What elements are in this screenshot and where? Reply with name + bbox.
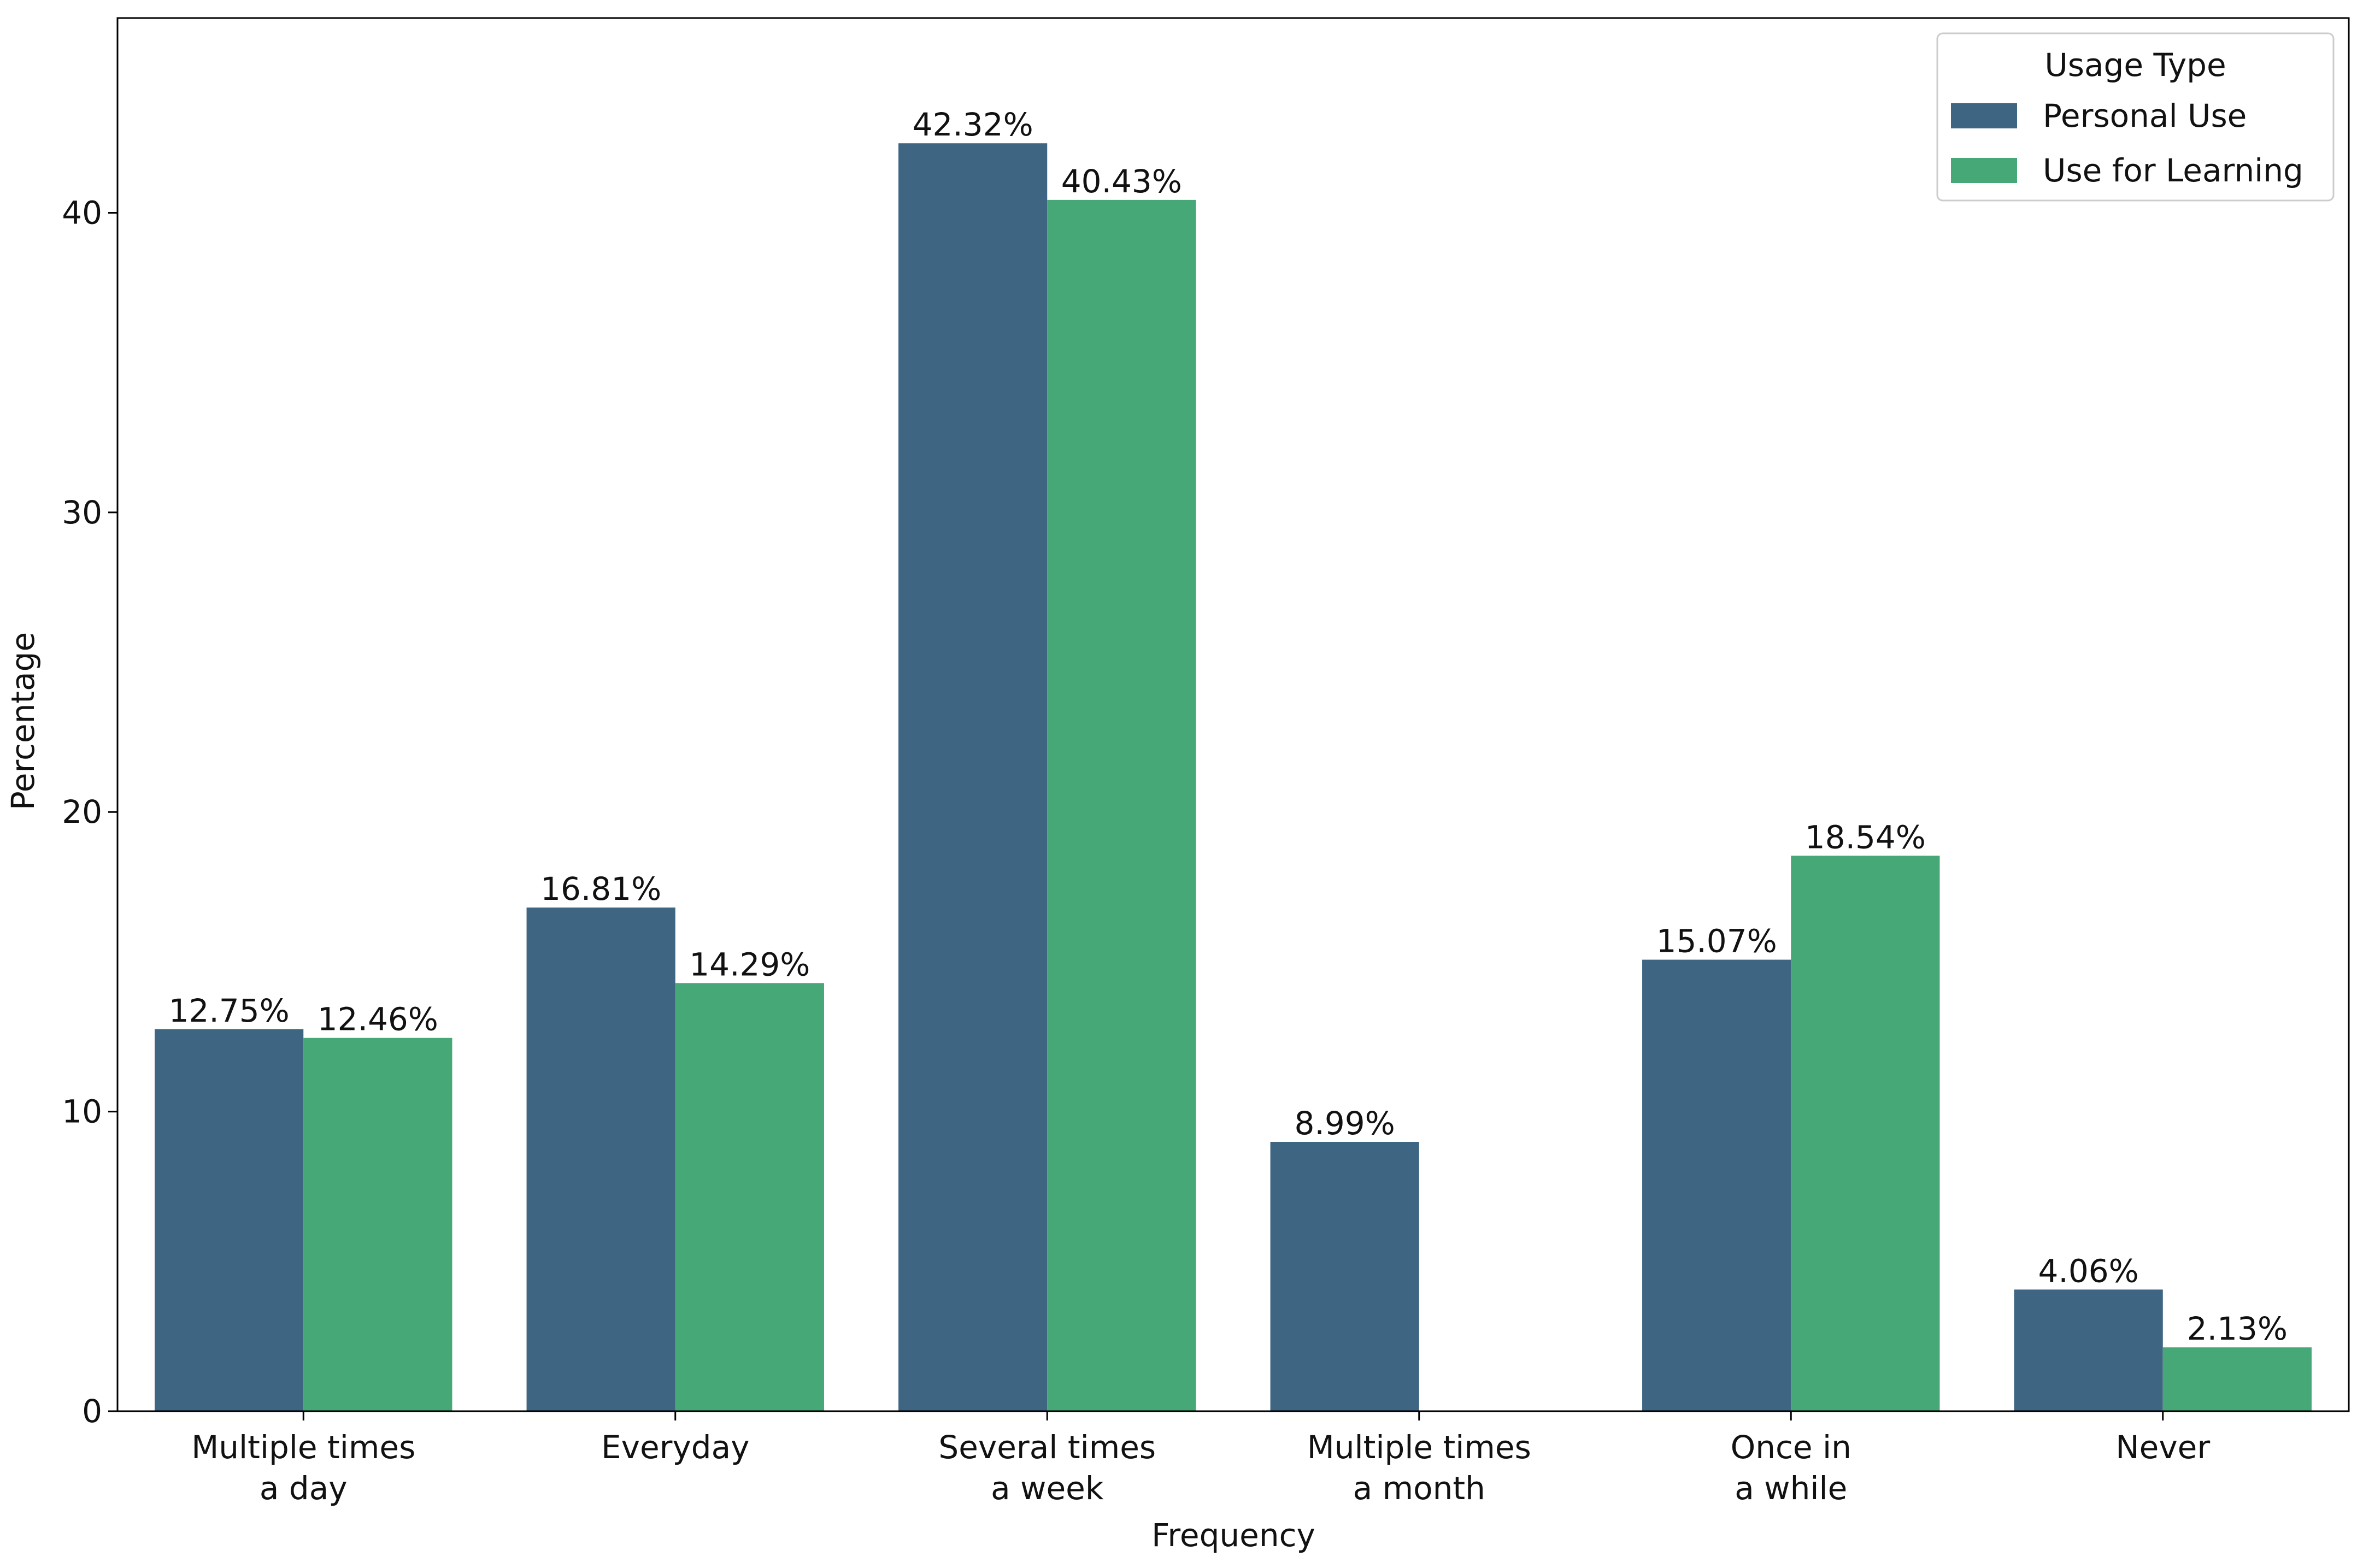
- bar: [1047, 199, 1196, 1411]
- y-tick-label: 30: [62, 494, 102, 531]
- x-tick-label: Once in: [1731, 1429, 1851, 1466]
- y-tick-label: 0: [82, 1393, 102, 1430]
- value-label: 15.07%: [1656, 923, 1777, 960]
- x-tick-label: Multiple times: [191, 1429, 415, 1466]
- x-tick-label: a day: [260, 1470, 348, 1507]
- bar: [1642, 959, 1791, 1411]
- legend-swatch: [1951, 103, 2017, 128]
- x-tick-label: Everyday: [601, 1429, 750, 1466]
- x-axis-label: Frequency: [1151, 1517, 1315, 1554]
- y-tick-label: 10: [62, 1093, 102, 1130]
- value-label: 42.32%: [913, 106, 1033, 143]
- bar: [1791, 856, 1940, 1411]
- bar: [2162, 1347, 2312, 1411]
- legend-label: Personal Use: [2043, 97, 2247, 134]
- value-label: 4.06%: [2038, 1252, 2139, 1289]
- legend-swatch: [1951, 158, 2017, 183]
- value-label: 16.81%: [540, 870, 661, 907]
- legend-label: Use for Learning: [2043, 152, 2303, 189]
- plot-frame: [116, 17, 2350, 1412]
- x-tick-label: a while: [1735, 1470, 1847, 1507]
- value-label: 8.99%: [1295, 1105, 1395, 1142]
- x-tick-label: a week: [991, 1470, 1104, 1507]
- bar: [898, 143, 1048, 1411]
- legend-title: Usage Type: [2044, 46, 2226, 84]
- bar: [675, 983, 824, 1411]
- value-label: 18.54%: [1805, 818, 1926, 856]
- value-label: 40.43%: [1061, 163, 1182, 200]
- x-tick-label: Multiple times: [1307, 1429, 1531, 1466]
- bar: [303, 1038, 452, 1411]
- value-label: 12.46%: [318, 1001, 438, 1038]
- value-label: 14.29%: [689, 946, 810, 983]
- x-tick-label: Several times: [938, 1429, 1156, 1466]
- y-axis-label: Percentage: [4, 632, 42, 810]
- bar: [1270, 1142, 1419, 1411]
- value-label: 12.75%: [169, 992, 290, 1029]
- bar: [2014, 1289, 2163, 1411]
- x-tick-label: Never: [2115, 1429, 2210, 1466]
- y-tick-label: 40: [62, 194, 102, 231]
- y-tick-label: 20: [62, 793, 102, 830]
- bar: [526, 907, 675, 1411]
- bar: [155, 1029, 304, 1411]
- value-label: 2.13%: [2187, 1310, 2288, 1347]
- legend-box: [1936, 32, 2335, 202]
- x-tick-label: a month: [1353, 1470, 1485, 1507]
